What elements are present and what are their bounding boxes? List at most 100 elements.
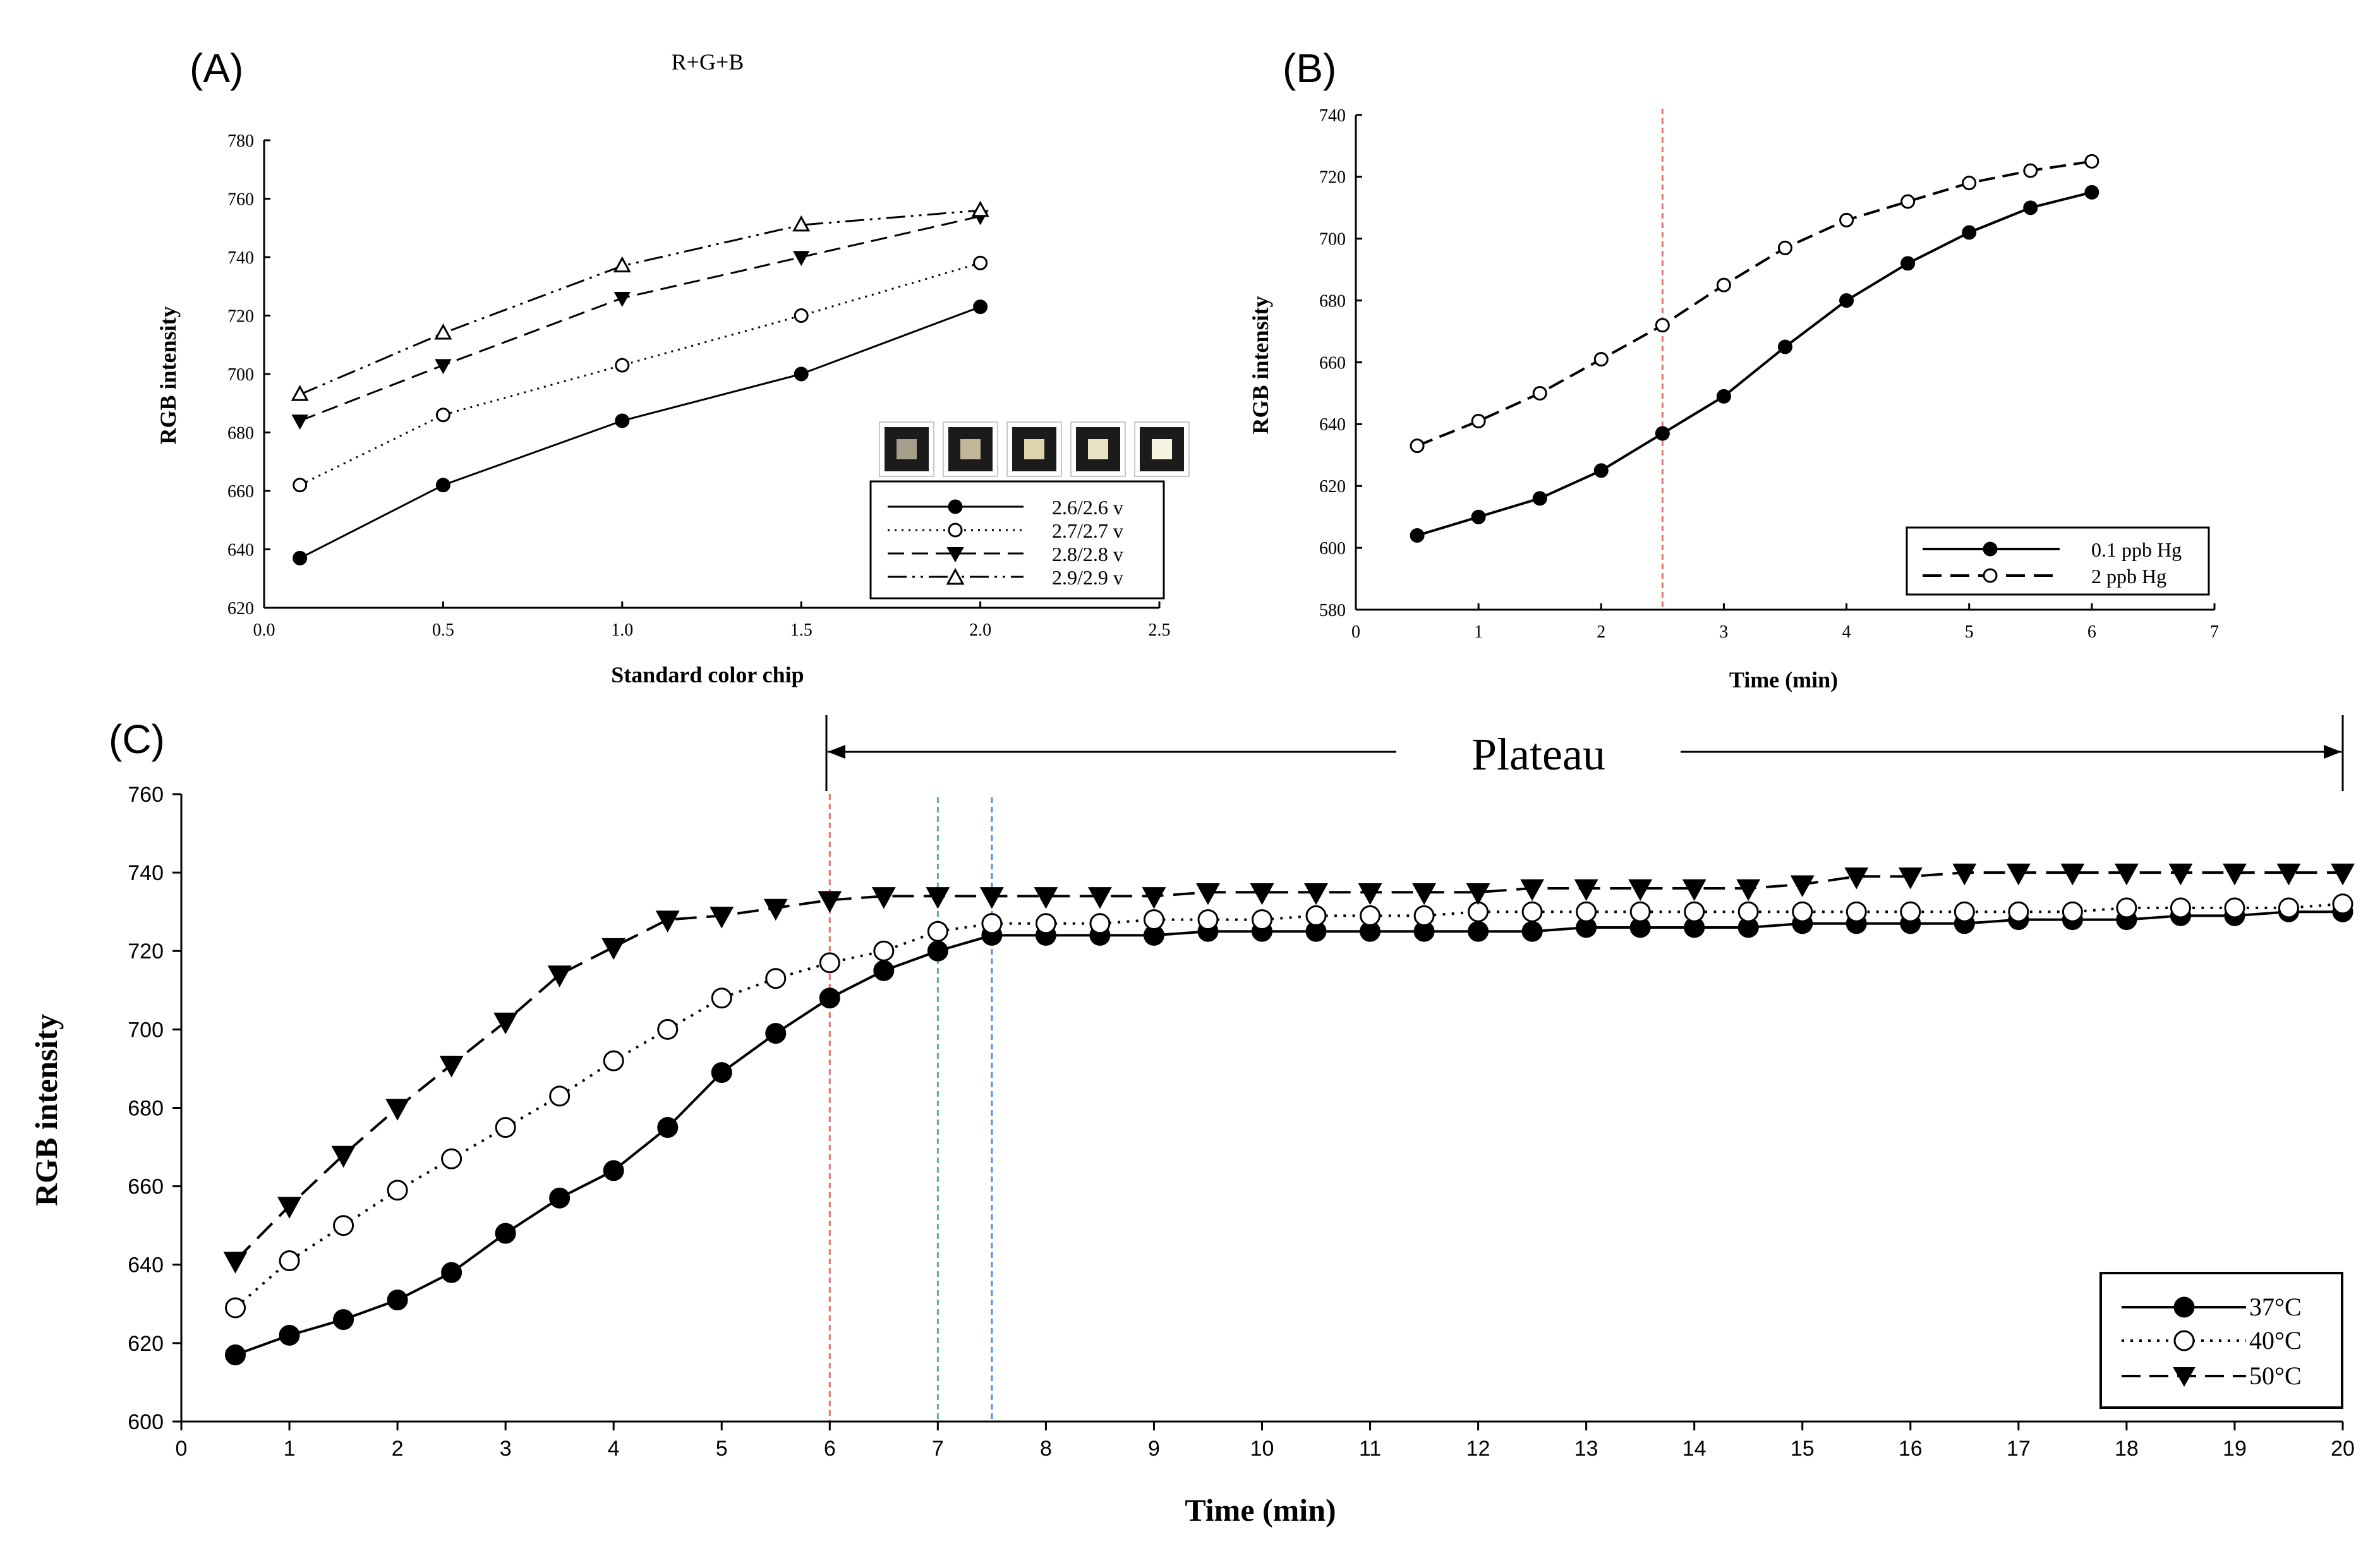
panel-c-series-2-point-2 [279, 1250, 300, 1272]
panel-a-xtick-label-0: 0.0 [253, 620, 275, 640]
panel-c-xtick-label-19: 19 [2223, 1437, 2247, 1461]
panel-b-xtick-label-1: 1 [1474, 622, 1483, 642]
panel-c-series-2-point-31 [1845, 901, 1867, 922]
panel-a-series-3-point-3 [613, 291, 631, 307]
panel-c-series-2-point-4 [387, 1180, 408, 1201]
panel-b-ytick-label-5: 680 [1319, 291, 1346, 311]
panel-c-xtick-label-18: 18 [2115, 1437, 2139, 1461]
panel-c-series-2-point-17 [1089, 913, 1111, 934]
panel-b-ylabel: RGB intensity [1248, 296, 1273, 434]
panel-c-series-2-point-24 [1468, 901, 1489, 922]
panel-b-ytick-label-8: 740 [1319, 106, 1346, 126]
panel-b-xtick-label-3: 3 [1719, 622, 1728, 642]
legend-b-marker-2 [1983, 568, 1998, 583]
panel-c-xtick-label-2: 2 [392, 1437, 404, 1461]
panel-c-series-2-point-13 [873, 940, 895, 962]
panel-a-chips [879, 421, 1190, 477]
panel-a-series-2-point-2 [435, 408, 450, 423]
panel-c-ytick-label-0: 600 [128, 1410, 164, 1434]
panel-c-xtick-label-14: 14 [1682, 1437, 1706, 1461]
panel-c-series-2-point-10 [711, 987, 732, 1009]
panel-c-series-2-point-9 [657, 1018, 679, 1040]
panel-b-series-1-point-5 [1655, 426, 1670, 441]
panel-c-xtick-label-7: 7 [932, 1437, 944, 1461]
panel-a-ylabel: RGB intensity [155, 306, 181, 444]
panel-c-series-1-point-1 [225, 1344, 246, 1365]
panel-c-series-3-point-30 [1790, 875, 1815, 897]
panel-c-series-2-point-33 [1954, 901, 1975, 922]
panel-a-plot: 620 640 660 680 700 720 740 760 780 0.0 0.5 1.0 1.5 2… [227, 131, 1171, 640]
panel-c-series-3-point-13 [871, 887, 896, 909]
panel-c-series-2-point-23 [1413, 905, 1435, 926]
panel-c-series-3-point-23 [1412, 883, 1437, 905]
legend-a-marker-4 [946, 567, 965, 585]
panel-c-series-1-point-9 [657, 1117, 679, 1138]
panel-c-series-2-point-5 [441, 1148, 462, 1169]
legend-c-marker-3 [2173, 1367, 2196, 1387]
panel-c-series-1-point-11 [765, 1023, 787, 1044]
panel-c-series-3-point-27 [1628, 879, 1653, 902]
panel-c-series-3-point-38 [2223, 863, 2247, 886]
panel-c-series-3-point-26 [1574, 879, 1598, 902]
panel-c-series-2-point-34 [2008, 901, 2029, 922]
panel-b-legend-box [1906, 526, 2210, 596]
legend-c-marker-1 [2173, 1296, 2195, 1318]
legend-c-marker-2 [2173, 1330, 2195, 1351]
panel-c-series-3-point-8 [601, 938, 626, 960]
panel-a-series-4-point-4 [792, 215, 811, 232]
panel-b-series-2-point-9 [1900, 194, 1916, 209]
panel-c-series-1-point-12 [819, 987, 840, 1009]
panel-c-series-2-point-37 [2170, 897, 2191, 919]
chip-4-swatch [1088, 439, 1108, 459]
panel-a-series-1-point-5 [973, 299, 988, 315]
panel-c-xtick-label-17: 17 [2007, 1437, 2031, 1461]
panel-b-series-1-point-2 [1471, 509, 1486, 524]
panel-a-label: (A) [190, 45, 243, 91]
panel-a-title: R+G+B [672, 49, 744, 75]
legend-a-label-2: 2.7/2.7 v [1052, 519, 1123, 542]
panel-c-series-3-point-1 [223, 1252, 248, 1274]
panel-b-series-2-point-5 [1655, 318, 1670, 333]
panel-c-series-2-point-29 [1737, 901, 1759, 922]
panel-b-ytick-label-2: 620 [1319, 477, 1346, 497]
panel-c-ytick-label-8: 760 [128, 783, 164, 807]
panel-a-series-4-point-2 [434, 323, 452, 340]
panel-c-series-2-point-15 [981, 913, 1003, 934]
panel-c-series-3-point-33 [1952, 863, 1977, 886]
panel-a-series-4-point-1 [291, 385, 309, 401]
panel-a-ytick-label-3: 680 [227, 423, 254, 443]
panel-b-xtick-label-7: 7 [2210, 622, 2219, 642]
panel-c-series-3-point-21 [1304, 883, 1328, 905]
panel-a-series-3-point-2 [435, 359, 452, 375]
panel-c-xtick-label-3: 3 [500, 1437, 512, 1461]
panel-c-series-3-point-40 [2331, 863, 2355, 886]
panel-b-series-1-line [1417, 191, 2093, 537]
panel-b-series-2-point-11 [2023, 163, 2038, 178]
panel-b-ytick-label-4: 660 [1319, 353, 1346, 373]
panel-b-series-2-line [1417, 160, 2093, 447]
panel-c-series-1-point-25 [1521, 921, 1543, 942]
panel-b-series-2-point-10 [1962, 176, 1977, 191]
panel-b-series-1-point-6 [1716, 389, 1731, 404]
panel-c-series-3-point-17 [1087, 887, 1112, 909]
panel-c-series-1-point-5 [441, 1262, 462, 1283]
panel-b-ytick-label-0: 580 [1319, 601, 1346, 620]
panel-a-series-1-point-1 [293, 550, 308, 565]
panel-c-series-3-point-10 [710, 907, 734, 929]
panel-c-series-1-point-14 [927, 940, 948, 962]
chip-1-swatch [897, 439, 917, 459]
panel-c-xtick-label-20: 20 [2331, 1437, 2355, 1461]
plateau-label: Plateau [1471, 729, 1605, 780]
legend-a-label-3: 2.8/2.8 v [1052, 543, 1123, 565]
panel-c-series-1-point-6 [495, 1223, 516, 1244]
panel-a-legend-box [869, 480, 1165, 600]
panel-c-series-3-point-31 [1844, 867, 1869, 890]
panel-c-series-2-point-30 [1792, 901, 1813, 922]
panel-a-xlabel: Standard color chip [611, 662, 804, 687]
panel-b-series-1-point-11 [2023, 200, 2038, 215]
panel-c-xtick-label-4: 4 [608, 1437, 620, 1461]
panel-b-ytick-label-7: 720 [1319, 168, 1346, 188]
panel-c-series-1-point-2 [279, 1324, 300, 1346]
panel-c-series-2-point-21 [1305, 905, 1327, 926]
chip-5-swatch [1152, 439, 1172, 459]
